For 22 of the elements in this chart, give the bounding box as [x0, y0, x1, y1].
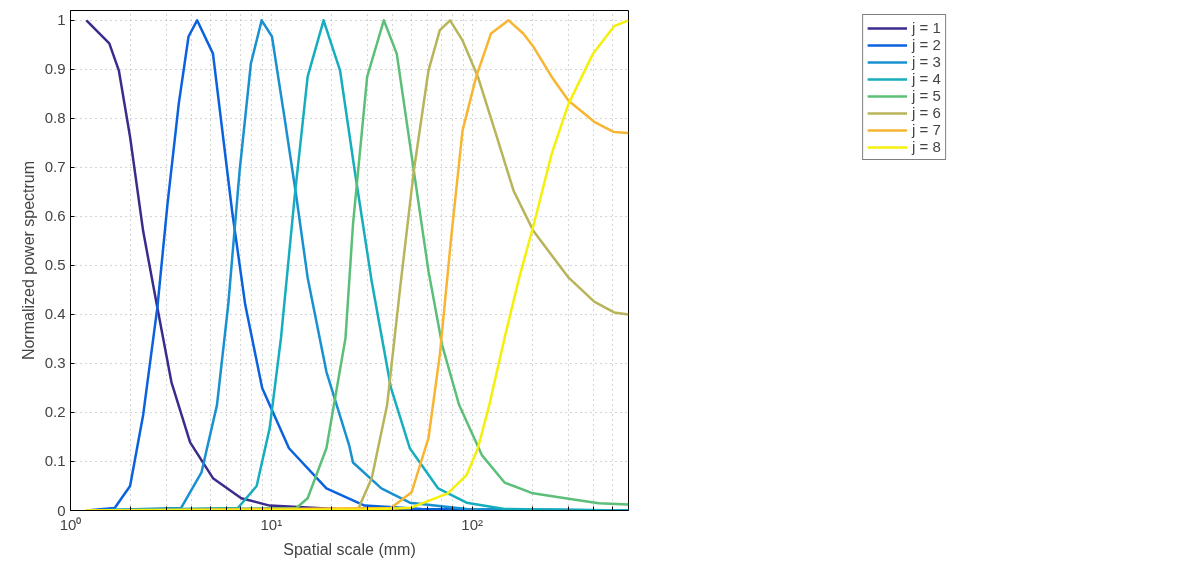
y-tick-label: 0.7: [44, 158, 66, 176]
y-tick-label: 0.6: [44, 207, 66, 225]
y-tick-label: 0.5: [44, 256, 66, 274]
legend-label: j = 4: [912, 70, 941, 87]
legend-label: j = 8: [912, 138, 941, 155]
y-axis-title: Normalized power spectrum: [19, 160, 37, 361]
legend-label: j = 6: [912, 104, 941, 121]
legend-label: j = 1: [912, 19, 941, 36]
legend-label: j = 7: [912, 121, 941, 138]
legend-label: j = 3: [912, 53, 941, 70]
y-tick-label: 1: [57, 11, 66, 29]
legend-label: j = 2: [912, 36, 941, 53]
x-axis-title: Spatial scale (mm): [283, 540, 416, 558]
x-tick-label: 10¹: [260, 515, 283, 533]
y-tick-label: 0.3: [44, 354, 66, 372]
legend-label: j = 5: [912, 87, 941, 104]
y-tick-label: 0.9: [44, 60, 66, 78]
y-tick-label: 0.8: [44, 109, 66, 127]
x-tick-label: 10²: [461, 515, 484, 533]
y-tick-label: 0.2: [44, 403, 66, 421]
y-tick-label: 0.4: [44, 305, 66, 323]
y-tick-label: 0.1: [44, 452, 66, 470]
